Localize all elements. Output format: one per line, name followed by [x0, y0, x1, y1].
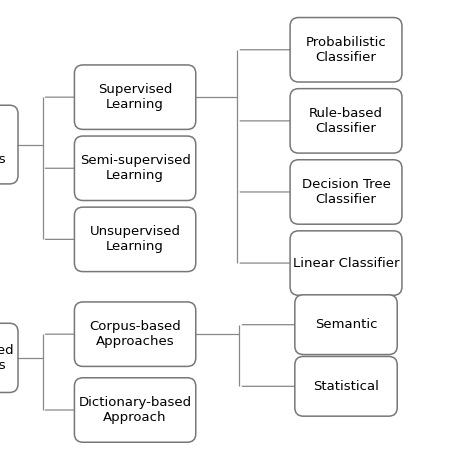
Text: Supervised
Learning: Supervised Learning — [98, 83, 172, 111]
Text: Machine
Learning
Approaches: Machine Learning Approaches — [0, 123, 6, 166]
Text: Decision Tree
Classifier: Decision Tree Classifier — [301, 178, 391, 206]
Text: Rule-based
Classifier: Rule-based Classifier — [309, 107, 383, 135]
FancyBboxPatch shape — [74, 378, 196, 442]
Text: Probabilistic
Classifier: Probabilistic Classifier — [306, 36, 386, 64]
FancyBboxPatch shape — [295, 295, 397, 355]
FancyBboxPatch shape — [290, 160, 402, 224]
FancyBboxPatch shape — [74, 302, 196, 366]
FancyBboxPatch shape — [0, 105, 18, 184]
FancyBboxPatch shape — [290, 89, 402, 153]
Text: Dictionary-based
Approach: Dictionary-based Approach — [79, 396, 191, 424]
FancyBboxPatch shape — [290, 231, 402, 295]
Text: Unsupervised
Learning: Unsupervised Learning — [90, 225, 181, 254]
Text: Corpus-based
Approaches: Corpus-based Approaches — [89, 320, 181, 348]
Text: Semi-supervised
Learning: Semi-supervised Learning — [80, 154, 191, 182]
Text: Statistical: Statistical — [313, 380, 379, 393]
Text: Linear Classifier: Linear Classifier — [293, 256, 399, 270]
Text: Lexicon-based
Approaches: Lexicon-based Approaches — [0, 344, 15, 372]
FancyBboxPatch shape — [290, 18, 402, 82]
FancyBboxPatch shape — [74, 207, 196, 272]
FancyBboxPatch shape — [74, 65, 196, 129]
FancyBboxPatch shape — [74, 136, 196, 201]
FancyBboxPatch shape — [295, 356, 397, 416]
Text: Semantic: Semantic — [315, 318, 377, 331]
FancyBboxPatch shape — [0, 323, 18, 392]
